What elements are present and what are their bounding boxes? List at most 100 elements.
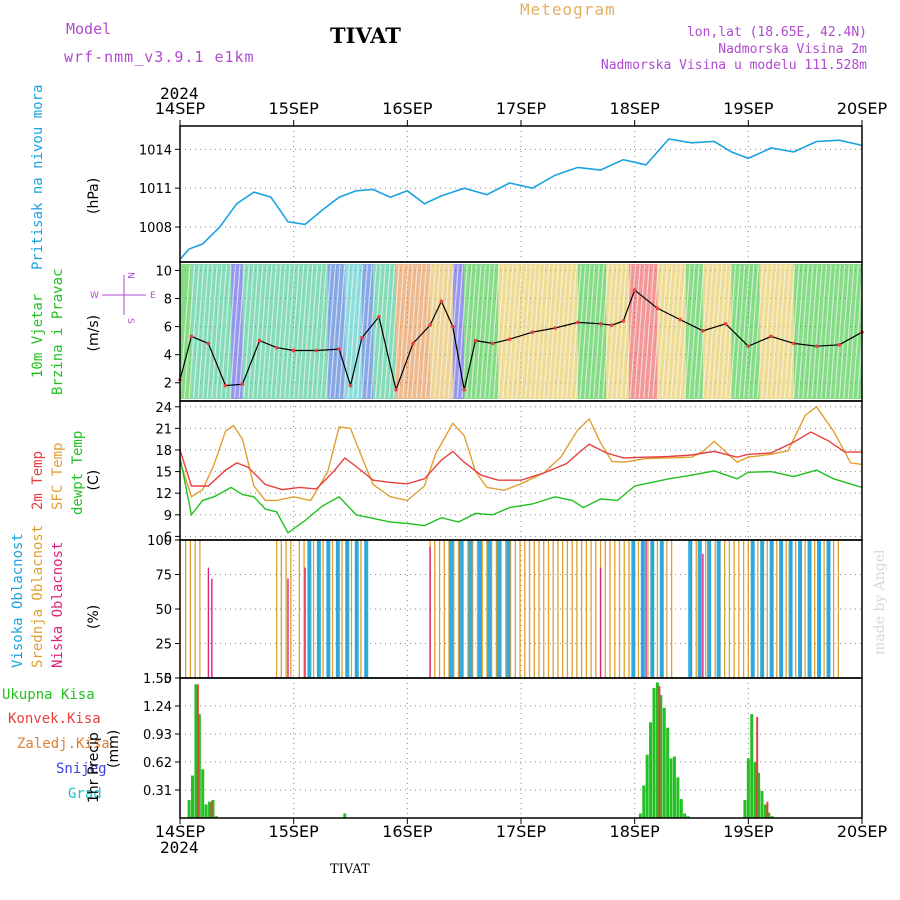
high-cloud-bar [496,540,501,678]
y-tick-label: 6 [164,530,172,545]
wind-barb-stroke [729,264,741,399]
wind-barb-stroke [465,264,478,399]
wind-speed-point [274,345,279,350]
total-precip-bar [683,813,687,818]
wind-speed-point [576,320,580,325]
wind-barb-stroke [665,264,678,399]
y-tick-label: 12 [155,487,172,502]
y-tick-label: 1014 [139,143,172,158]
wind-speed-point [206,341,211,346]
y-tick-label: 1.55 [143,672,172,687]
y-tick-label: 24 [155,401,172,416]
wind-speed-point [621,319,626,323]
wind-barb-stroke [688,264,700,399]
x-tick-label-bottom: 20SEP [837,822,888,841]
wind-barb-stroke [411,264,423,399]
wind-barb-stroke [820,264,832,399]
wind-barb-stroke [715,264,728,399]
wind-barb-stroke [647,264,659,399]
total-precip-bar [763,804,767,818]
wind-barb-stroke [752,264,764,399]
wind-barb-stroke [852,264,864,399]
wind-barb-stroke [402,264,414,399]
wind-barb-stroke [470,264,482,399]
total-precip-bar [343,813,347,818]
x-tick-label-top: 19SEP [723,99,774,118]
wind-barb-stroke [834,264,846,399]
wind-barb-stroke [765,264,778,399]
total-precip-bar [676,777,680,818]
wind-barb-band [793,264,862,399]
wind-barb-stroke [579,264,591,399]
wind-barb-stroke [347,264,359,399]
unit-label: (%) [86,605,102,629]
wind-barb-stroke [329,264,341,399]
total-precip-bar [197,714,201,818]
wind-barb-stroke [515,264,528,399]
wind-barb-stroke [461,264,473,399]
wind-barb-stroke [265,264,277,399]
precip-axis-label: 1hr Precip [86,732,102,803]
x-tick-label-top: 14SEP [155,99,206,118]
y-tick-label: 15 [155,466,172,481]
wind-barb-stroke [315,264,327,399]
wind-barb-stroke [370,264,382,399]
wind-barb-stroke [561,264,573,399]
wind-barb-stroke [338,264,350,399]
high-cloud-bar [779,540,784,678]
wind-barb-stroke [429,264,441,399]
wind-barb-stroke [365,264,378,399]
x-tick-label-bottom: 16SEP [382,822,433,841]
wind-speed-point [530,330,535,335]
y-tick-label: 10 [155,264,172,279]
wind-barb-stroke [384,264,396,399]
high-cloud-bar [788,540,793,678]
wind-speed-point [792,341,796,346]
wind-barb-stroke [211,264,223,399]
total-precip-bar [743,799,747,818]
wind-speed-point [610,323,614,327]
y-tick-label: 2 [164,377,172,392]
total-precip-bar [767,812,771,818]
wind-speed-point [701,328,705,333]
total-precip-bar [757,772,761,818]
wind-barb-stroke [183,264,196,399]
wind-barb-stroke [570,264,582,399]
total-precip-bar [194,684,198,818]
wind-barb-stroke [725,264,737,399]
total-precip-bar [750,714,754,818]
wind-barb-stroke [311,264,323,399]
total-precip-bar [672,756,676,818]
precip-legend-convective: Konvek.Kisa [8,711,101,727]
high-cloud-bar [506,540,511,678]
wind-barb-stroke [679,264,691,399]
y-tick-label: 0.62 [143,756,172,771]
wind-barb-stroke [806,264,819,399]
x-tick-label-bottom: 15SEP [269,822,320,841]
wind-barb-stroke [547,264,559,399]
wind-barb-stroke [747,264,759,399]
wind-barb-stroke [388,264,400,399]
y-tick-label: 75 [155,569,172,584]
wind-barb-stroke [406,264,418,399]
high-cloud-bar [798,540,803,678]
wind-barb-band [180,264,192,399]
wind-speed-point [439,299,444,304]
unit-label: (m/s) [86,315,102,352]
wind-barb-stroke [706,264,719,399]
meteogram-title: Meteogram [520,0,616,19]
wind-barb-stroke [320,264,332,399]
wind-speed-point [189,334,194,339]
wind-barb-stroke [638,264,650,399]
x-tick-label-top: 16SEP [382,99,433,118]
wind-speed-point [655,306,660,311]
wind-barb-stroke [775,264,787,399]
wind-barb-stroke [297,264,309,399]
compass-south: S [125,318,135,324]
compass-north: N [125,272,135,279]
wind-barb-stroke [643,264,655,399]
high-cloud-bar [354,540,359,678]
high-cloud-bar [307,540,312,678]
wind-barb-stroke [356,264,368,399]
wind-barb-stroke [761,264,773,399]
